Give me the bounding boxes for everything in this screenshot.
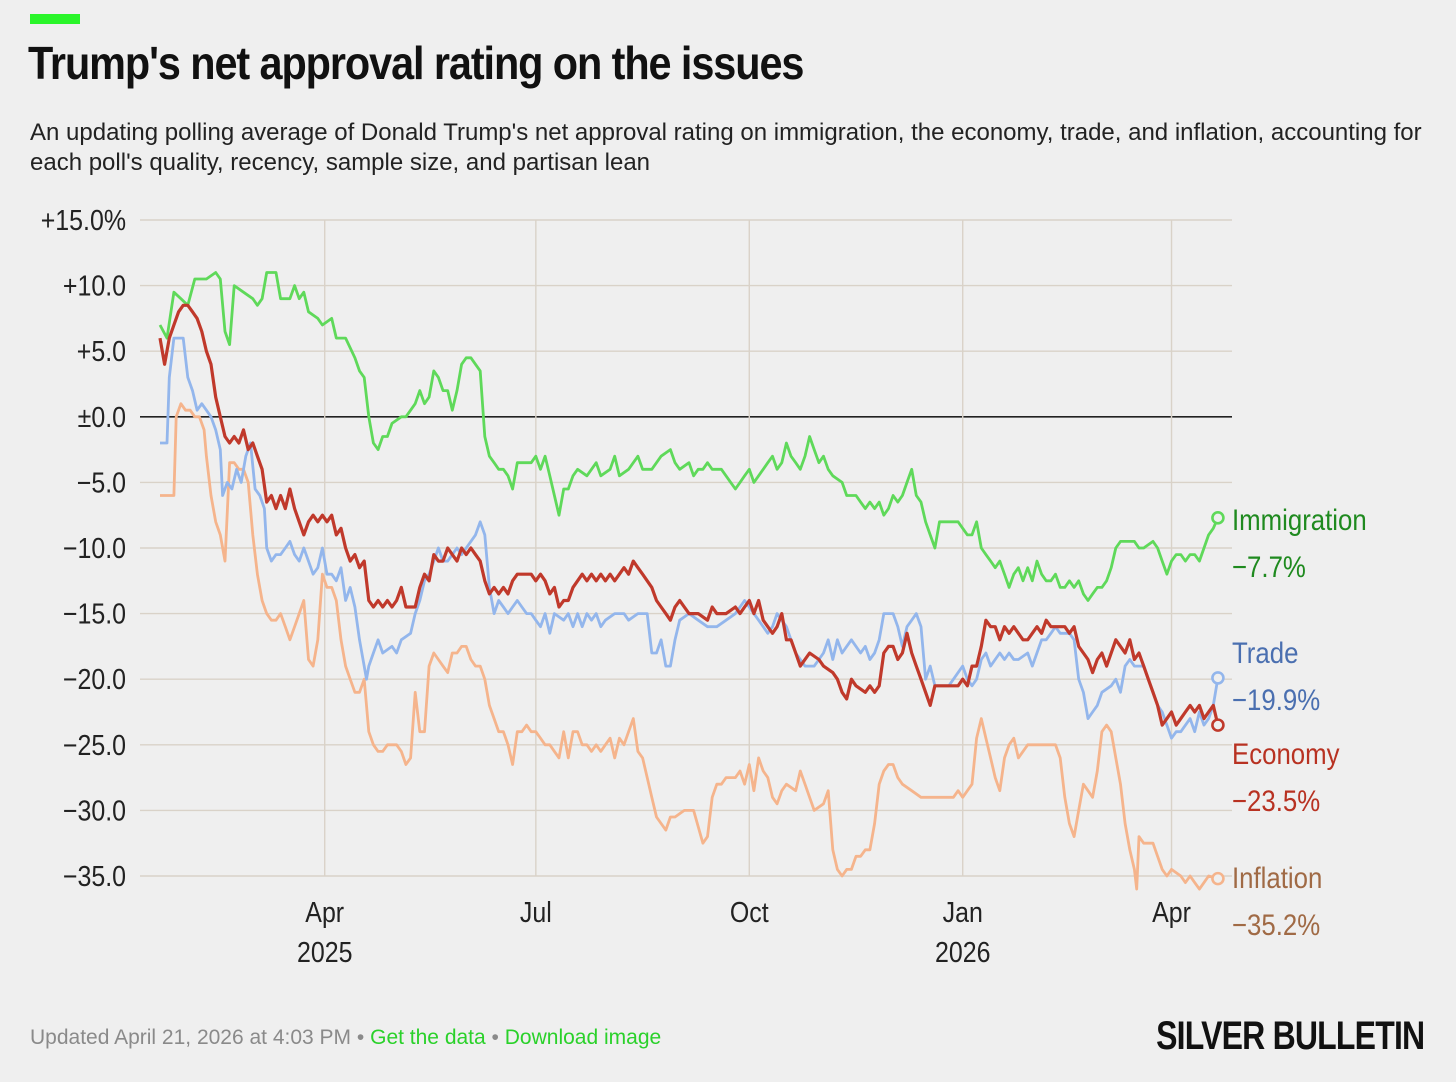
- economy-series-line: [158, 303, 1220, 727]
- immigration-series-value: −7.7%: [1232, 550, 1306, 583]
- chart-title: Trump's net approval rating on the issue…: [28, 37, 804, 89]
- y-tick-label: −35.0: [63, 860, 126, 892]
- label-layer: +15.0% +10.0 +5.0 ±0.0 −5.0 −10.0 −15.0 −20.0 −2…: [41, 204, 1367, 968]
- x-tick-label: Apr: [305, 896, 344, 928]
- inflation-series-name: Inflation: [1232, 861, 1322, 894]
- updated-timestamp: Updated April 21, 2026 at 4:03 PM: [30, 1026, 352, 1049]
- y-tick-label: −25.0: [63, 729, 126, 761]
- trade-end-marker: [1211, 671, 1225, 685]
- series-layer: [158, 271, 1225, 891]
- x-tick-year: 2025: [297, 936, 352, 968]
- inflation-series-line: [160, 402, 1219, 891]
- inflation-end-marker: [1211, 871, 1225, 886]
- economy-end-marker: [1211, 718, 1225, 732]
- y-tick-label: +5.0: [77, 335, 126, 367]
- immigration-end-marker: [1211, 511, 1225, 525]
- grid-layer: [140, 219, 1232, 877]
- footer: Updated April 21, 2026 at 4:03 PM • Get …: [30, 1026, 661, 1050]
- y-tick-label: −10.0: [63, 532, 126, 564]
- y-tick-label: ±0.0: [78, 401, 126, 433]
- footer-separator: •: [491, 1026, 499, 1049]
- chart-subtitle: An updating polling average of Donald Tr…: [30, 119, 1422, 176]
- x-tick-label: Jan: [943, 896, 983, 928]
- x-tick-year: 2026: [935, 936, 990, 968]
- immigration-series-name: Immigration: [1232, 503, 1367, 536]
- y-tick-label: −5.0: [77, 467, 126, 499]
- get-data-link[interactable]: Get the data: [370, 1026, 486, 1049]
- x-tick-label: Apr: [1152, 896, 1191, 928]
- y-tick-label: −30.0: [63, 795, 126, 827]
- economy-series-name: Economy: [1232, 737, 1340, 770]
- line-chart: +15.0% +10.0 +5.0 ±0.0 −5.0 −10.0 −15.0 −20.0 −2…: [41, 204, 1367, 968]
- economy-series-value: −23.5%: [1232, 784, 1320, 817]
- y-tick-label: −20.0: [63, 663, 126, 695]
- trade-series-name: Trade: [1232, 636, 1298, 669]
- y-tick-label: −15.0: [63, 598, 126, 630]
- x-tick-label: Oct: [730, 896, 769, 928]
- y-tick-label: +15.0%: [41, 204, 126, 236]
- download-image-link[interactable]: Download image: [504, 1026, 662, 1049]
- y-tick-label: +10.0: [63, 270, 126, 302]
- accent-bar: [30, 14, 80, 24]
- silver-bulletin-logo: SILVER BULLETIN: [1155, 1014, 1425, 1058]
- immigration-series-line: [158, 271, 1220, 602]
- trade-series-value: −19.9%: [1232, 683, 1320, 716]
- footer-separator: •: [356, 1026, 365, 1049]
- inflation-series-value: −35.2%: [1232, 908, 1320, 941]
- trade-series-line: [160, 336, 1220, 740]
- x-tick-label: Jul: [520, 896, 552, 928]
